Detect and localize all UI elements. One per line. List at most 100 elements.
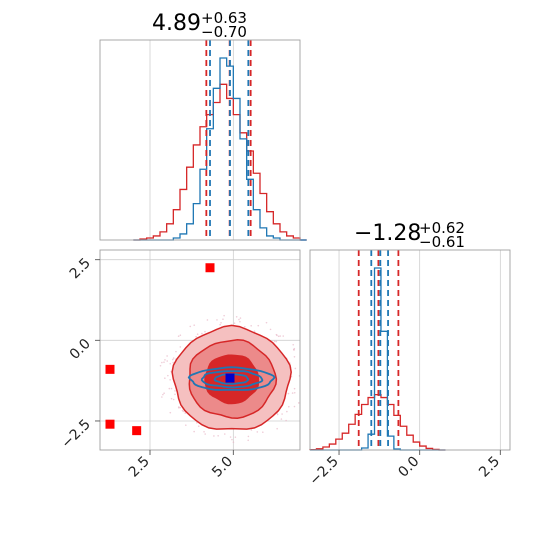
contour-sample-dot: [204, 330, 206, 333]
histogram-x-series-1-bar-8: [187, 224, 194, 240]
histogram-x-grid: [149, 40, 234, 240]
histogram-x-title-minus: −0.70: [201, 23, 247, 41]
histogram-panel-x: 4.89 +0.63 −0.70: [99, 9, 307, 241]
contour-sample-dot: [219, 323, 221, 326]
histogram-y-xtick-label-0: −2.5: [307, 454, 342, 489]
histogram-x-series-0-bar-5: [167, 224, 174, 240]
histogram-x-series-1-bar-12: [213, 88, 220, 240]
contour-sample-dot: [201, 332, 203, 335]
contour-sample-dot: [163, 392, 165, 395]
contour-sample-dot: [164, 359, 166, 361]
contour-sample-dot: [166, 360, 169, 362]
contour-sample-dot: [277, 335, 280, 338]
histogram-y-xtick-label-1: 0.0: [395, 454, 422, 481]
contour-sample-dot: [174, 390, 176, 392]
contour-sample-dot: [196, 421, 198, 424]
contour-sample-dot: [286, 410, 288, 413]
contour-sample-dot: [250, 324, 252, 327]
contour-sample-dot: [185, 424, 187, 426]
contour-sample-dot: [175, 350, 177, 353]
contour-sample-dot: [276, 427, 278, 430]
contour-sample-dot: [239, 317, 242, 319]
contour-sample-dot: [276, 413, 279, 416]
histogram-x-title-plus: +0.63: [201, 9, 247, 27]
contour-sample-dot: [239, 320, 241, 323]
contour-y-ticks: −2.5 0.0 2.5: [58, 255, 100, 452]
contour-sample-dot: [179, 334, 182, 336]
contour-sample-dot: [217, 434, 219, 437]
contour-sample-dot: [213, 435, 215, 437]
contour-ytick-label-1: 0.0: [67, 336, 94, 363]
histogram-y-series-0-bar-14: [400, 426, 406, 450]
contour-sample-dot: [179, 346, 182, 348]
contour-sample-dot: [244, 325, 246, 328]
histogram-y-series-0-bar-6: [349, 424, 355, 450]
histogram-x-series-1-bar-19: [260, 228, 267, 240]
contour-sample-dot: [171, 358, 174, 361]
histogram-y-series-0-bar-3: [329, 444, 335, 450]
histogram-x-series-0-bar-12: [213, 102, 220, 240]
contour-sample-dot: [177, 335, 180, 338]
contour-sample-dot: [164, 377, 166, 379]
histogram-y-title: −1.28 +0.62 −0.61: [354, 219, 465, 251]
contour-sample-dot: [293, 355, 296, 358]
histogram-y-title-minus: −0.61: [419, 233, 465, 251]
contour-sample-dot: [223, 433, 226, 435]
contour-sample-dot: [179, 406, 181, 409]
contour-sample-dot: [203, 430, 205, 433]
contour-sample-dot: [196, 333, 199, 336]
contour-sample-dot: [195, 335, 197, 338]
contour-sample-dot: [288, 405, 290, 408]
contour-sample-dot: [233, 322, 236, 325]
red-square-marker-3: [132, 426, 142, 436]
histogram-y-x-ticks: −2.5 0.0 2.5: [307, 450, 503, 489]
histogram-x-series-0-bar-6: [173, 210, 180, 240]
contour-frame: [99, 249, 301, 451]
contour-sample-dot: [256, 431, 259, 433]
histogram-x-frame: [99, 39, 301, 241]
contour-sample-dot: [247, 435, 250, 438]
histogram-y-series-0-bar-8: [362, 405, 368, 451]
contour-sample-dot: [161, 396, 163, 398]
contour-sample-dot: [204, 433, 206, 435]
blue-contour-level-2: [213, 373, 250, 385]
histogram-y-xtick-label-2: 2.5: [476, 454, 503, 481]
contour-sample-dot: [293, 391, 296, 394]
contour-sample-dot: [282, 335, 285, 337]
contour-sample-dot: [281, 413, 283, 415]
histogram-x-series-0-bar-4: [160, 232, 167, 240]
red-square-marker-0: [205, 263, 215, 273]
contour-sample-dot: [197, 425, 200, 428]
contour-sample-dot: [193, 430, 195, 433]
blue-contours: [187, 366, 276, 391]
contour-sample-dot: [285, 419, 287, 422]
histogram-x-series-1-bar-16: [240, 139, 247, 240]
histogram-y-series-0-bar-13: [394, 415, 400, 450]
contour-sample-dot: [222, 318, 224, 321]
histogram-y-series-1-bar-11: [381, 331, 387, 450]
contour-sample-dot: [250, 429, 253, 431]
blue-contour-level-0: [187, 366, 276, 391]
contour-sample-dot: [280, 418, 283, 420]
contour-sample-dot: [293, 349, 295, 351]
contour-sample-dot: [292, 343, 295, 346]
contour-sample-dot: [257, 324, 260, 327]
histogram-y-frame: [309, 249, 511, 451]
contour-sample-dot: [293, 347, 296, 350]
red-square-marker-1: [105, 364, 115, 374]
histogram-y-grid: [338, 250, 501, 450]
contour-sample-dot: [174, 393, 176, 396]
histogram-x-title-value: 4.89: [152, 11, 201, 36]
contour-sample-dot: [265, 321, 268, 324]
blue-contour-level-1: [200, 370, 264, 389]
contour-sample-dot: [172, 357, 175, 359]
histogram-panel-y: −1.28 +0.62 −0.61 −2.5 0.0 2.5: [307, 219, 511, 489]
histogram-x-series-0-bar-9: [193, 145, 200, 240]
contour-sample-dot: [276, 334, 278, 337]
contour-sample-dot: [279, 335, 282, 337]
histogram-y-title-value: −1.28: [354, 221, 421, 246]
histogram-x-series-0-bar-8: [187, 167, 194, 240]
contour-sample-dot: [169, 362, 172, 365]
contour-x-ticks: 2.5 5.0: [126, 450, 236, 481]
